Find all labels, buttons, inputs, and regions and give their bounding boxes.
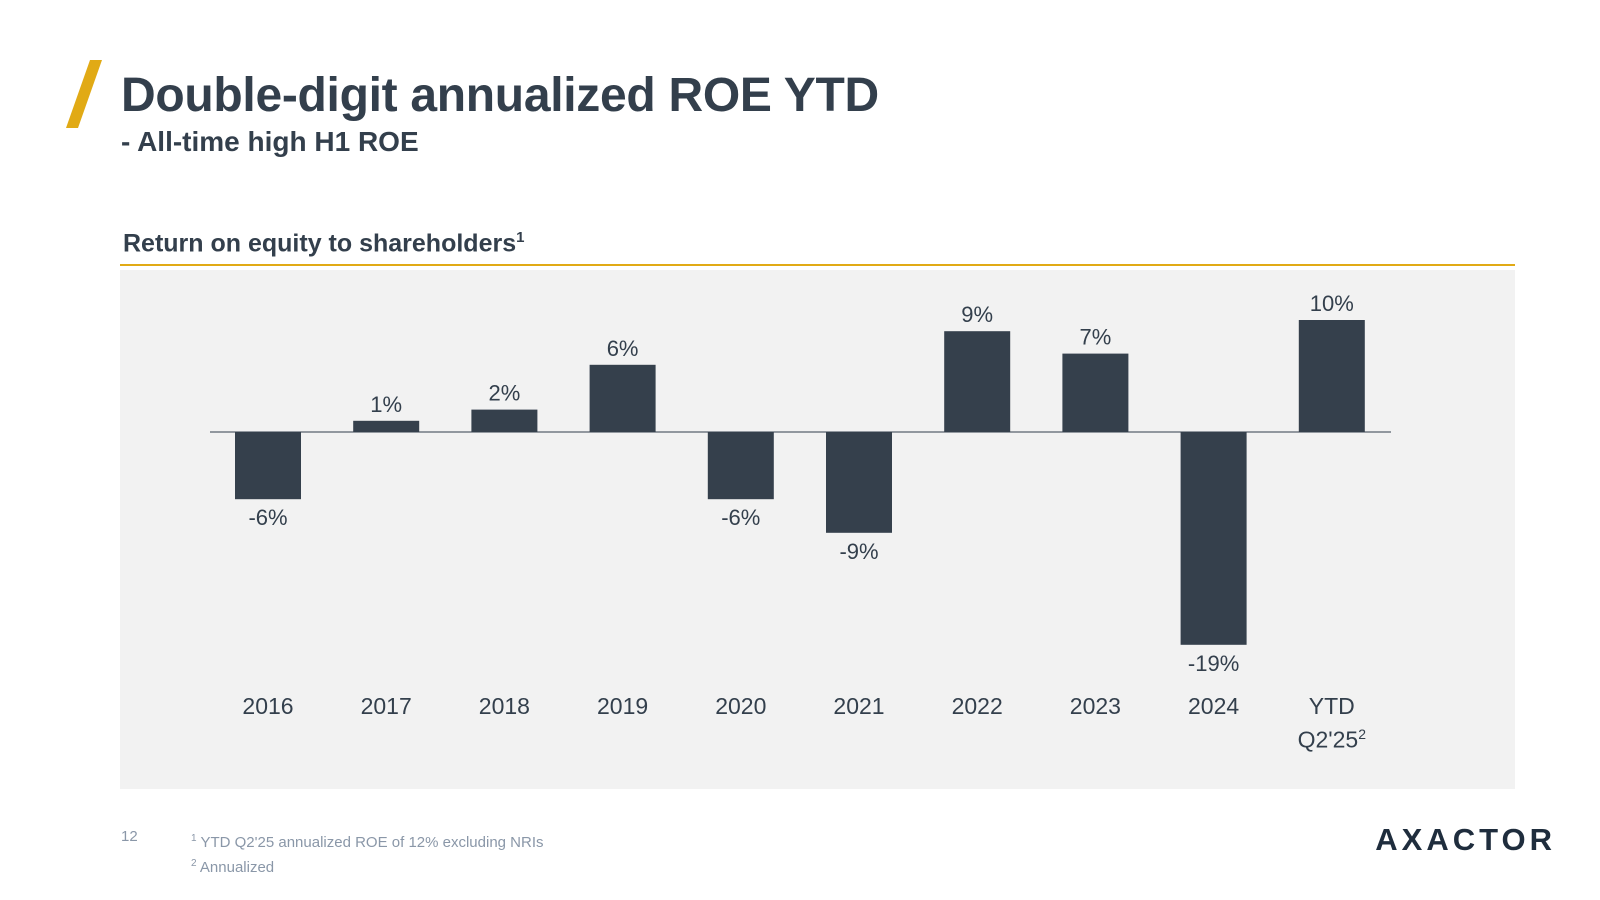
category-label: 2023	[1040, 692, 1150, 720]
bar-2022	[944, 331, 1011, 432]
category-label: 2024	[1159, 692, 1269, 720]
category-label-line1: 2016	[242, 693, 294, 719]
footnotes: 1 YTD Q2'25 annualized ROE of 12% exclud…	[191, 828, 544, 878]
accent-slash-shape	[66, 60, 102, 128]
category-label-line1: 2019	[597, 693, 649, 719]
bar-2016	[235, 432, 301, 500]
chart-heading-text: Return on equity to shareholders	[123, 229, 517, 258]
footnote-2-num: 2	[191, 858, 197, 869]
category-label: 2020	[686, 692, 796, 720]
value-label: 9%	[961, 302, 993, 327]
category-label-line1: 2017	[360, 693, 412, 719]
category-label: 2016	[213, 692, 323, 720]
bar-2017	[353, 420, 420, 432]
category-label-line2: Q2'252	[1297, 726, 1367, 753]
category-label-line1: 2020	[715, 693, 767, 719]
value-label: -6%	[721, 505, 760, 530]
footnote-1-text: YTD Q2'25 annualized ROE of 12% excludin…	[200, 834, 544, 851]
axactor-logo: AXACTOR	[1375, 822, 1556, 857]
footnote-2-text: Annualized	[199, 859, 275, 876]
value-label: 6%	[607, 336, 639, 361]
category-label-line1: 2021	[833, 693, 885, 719]
category-label-line1: 2024	[1188, 693, 1240, 719]
bar-2023	[1062, 353, 1129, 432]
category-label-line1: 2022	[951, 693, 1003, 719]
value-label: 10%	[1310, 291, 1354, 316]
accent-slash-icon	[66, 60, 102, 128]
chart-heading: Return on equity to shareholders1	[123, 229, 524, 258]
value-label: 2%	[489, 381, 521, 406]
footnote-1-num: 1	[191, 833, 197, 844]
chart-panel: -6% 1% 2% 6% -6% -9% 9% 7% -19% 10% 2016 2017 2018 2…	[120, 270, 1515, 789]
bar-2021	[826, 432, 892, 533]
value-label: -9%	[839, 539, 878, 564]
page-number: 12	[121, 828, 138, 845]
slide-subtitle: - All-time high H1 ROE	[121, 126, 419, 157]
roe-bar-chart: -6% 1% 2% 6% -6% -9% 9% 7% -19% 10%	[210, 291, 1391, 676]
chart-heading-footnote-ref: 1	[516, 229, 525, 246]
bar-2024	[1180, 432, 1247, 645]
category-label: 2019	[568, 692, 678, 720]
category-label: 2018	[449, 692, 559, 720]
bar-2020	[707, 432, 774, 500]
bar-2019	[589, 364, 656, 432]
value-label: -6%	[248, 505, 287, 530]
category-label: 2017	[331, 692, 441, 720]
category-label: YTD Q2'252	[1277, 692, 1387, 754]
category-label-line1: 2018	[478, 693, 530, 719]
slide-title: Double-digit annualized ROE YTD	[121, 69, 879, 122]
bar-ytd-q2-25	[1298, 320, 1365, 432]
heading-rule	[120, 264, 1515, 266]
value-label: 1%	[370, 392, 402, 417]
category-footnote-ref: 2	[1358, 726, 1367, 742]
category-label: 2021	[804, 692, 914, 720]
category-label: 2022	[922, 692, 1032, 720]
category-label-line1: YTD	[1308, 693, 1355, 719]
category-label-line1: 2023	[1069, 693, 1121, 719]
footnote-2: 2 Annualized	[191, 853, 544, 878]
bar-2018	[471, 409, 538, 432]
value-label: 7%	[1080, 325, 1112, 350]
footnote-1: 1 YTD Q2'25 annualized ROE of 12% exclud…	[191, 828, 544, 853]
value-label: -19%	[1188, 651, 1239, 676]
